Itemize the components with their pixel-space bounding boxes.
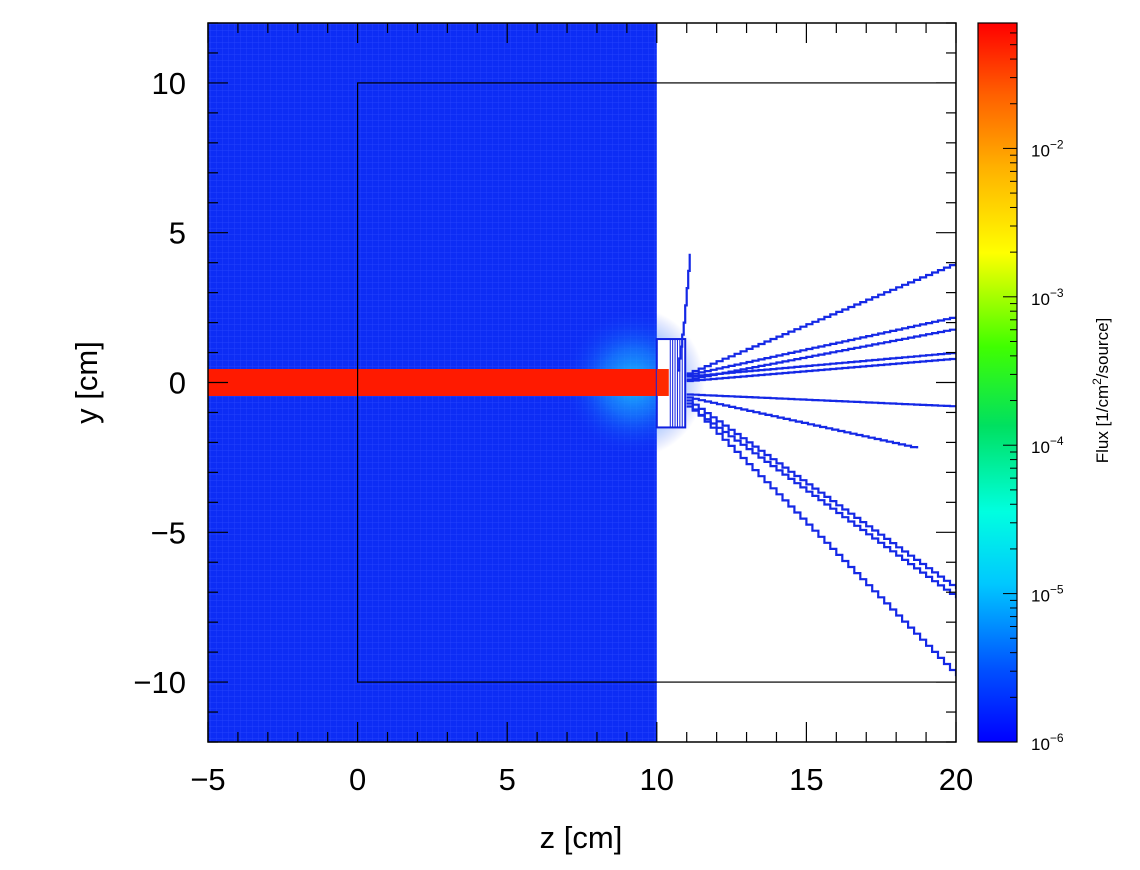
plot-area bbox=[208, 23, 956, 742]
particle-track bbox=[686, 399, 956, 590]
x-axis-title: z [cm] bbox=[540, 820, 623, 855]
particle-track bbox=[686, 262, 956, 375]
particle-track bbox=[686, 357, 956, 383]
colorbar-tick-label: 10−5 bbox=[1031, 583, 1064, 606]
x-axis: −5 0 5 10 15 20 bbox=[190, 23, 973, 797]
y-tick-label: 10 bbox=[152, 66, 186, 101]
x-tick-label: 15 bbox=[789, 762, 823, 797]
particle-track bbox=[686, 393, 956, 408]
colorbar-gradient bbox=[977, 22, 1018, 743]
x-tick-label: 5 bbox=[499, 762, 516, 797]
beam-band bbox=[208, 369, 669, 396]
target-hot-core bbox=[656, 369, 669, 396]
x-tick-label: 10 bbox=[640, 762, 674, 797]
particle-track bbox=[686, 396, 919, 449]
particle-track bbox=[686, 352, 956, 378]
colorbar: 10−2 10−3 10−4 10−5 10−6 Flux [1/cm2/source] bbox=[977, 22, 1112, 754]
geometry-outline bbox=[357, 82, 956, 683]
particle-track bbox=[677, 253, 691, 372]
secondary-tracks bbox=[677, 253, 956, 677]
y-axis-title: y [cm] bbox=[69, 341, 104, 424]
y-tick-label: 0 bbox=[169, 366, 186, 401]
y-tick-label: −5 bbox=[151, 515, 186, 550]
particle-track bbox=[686, 402, 956, 677]
colorbar-tick-label: 10−6 bbox=[1031, 731, 1064, 754]
y-tick-label: −10 bbox=[133, 665, 186, 700]
particle-track bbox=[686, 328, 956, 381]
x-tick-label: 20 bbox=[939, 762, 973, 797]
colorbar-tick-label: 10−2 bbox=[1031, 137, 1064, 160]
y-axis: 10 5 0 −5 −10 bbox=[133, 22, 956, 743]
x-tick-label: 0 bbox=[349, 762, 366, 797]
colorbar-ticks: 10−2 10−3 10−4 10−5 10−6 bbox=[1003, 22, 1064, 754]
colorbar-tick-label: 10−3 bbox=[1031, 286, 1064, 309]
y-tick-label: 5 bbox=[169, 216, 186, 251]
particle-track bbox=[686, 316, 956, 377]
colorbar-tick-label: 10−4 bbox=[1031, 434, 1064, 457]
particle-track bbox=[686, 405, 956, 599]
colorbar-title: Flux [1/cm2/source] bbox=[1090, 318, 1112, 464]
x-tick-label: −5 bbox=[190, 762, 225, 797]
